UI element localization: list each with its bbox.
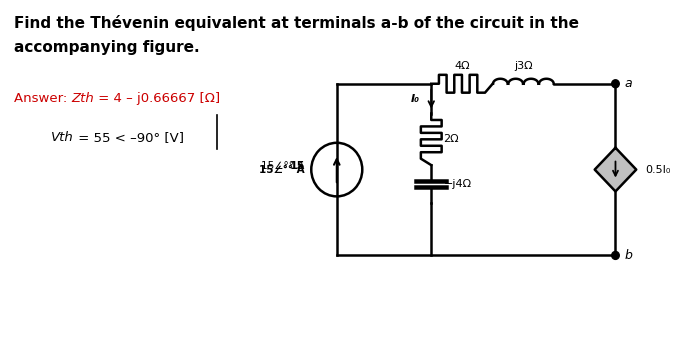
Text: 15: 15: [290, 161, 305, 171]
Text: a: a: [625, 77, 633, 90]
Text: I₀: I₀: [411, 94, 420, 104]
Text: = 55 < –90° [V]: = 55 < –90° [V]: [74, 131, 184, 144]
Text: 15∠°° A: 15∠°° A: [261, 161, 305, 171]
Text: −j4Ω: −j4Ω: [443, 179, 472, 189]
Text: j3Ω: j3Ω: [514, 61, 532, 71]
Polygon shape: [594, 148, 636, 191]
Text: Vth: Vth: [51, 131, 73, 144]
Text: Answer:: Answer:: [14, 92, 71, 105]
Text: = 4 – j0.66667 [Ω]: = 4 – j0.66667 [Ω]: [95, 92, 221, 105]
Circle shape: [612, 80, 619, 88]
Circle shape: [612, 252, 619, 260]
Text: 2Ω: 2Ω: [443, 134, 459, 144]
Text: b: b: [625, 249, 633, 262]
Text: Zth: Zth: [71, 92, 93, 105]
Text: 15∠°° A: 15∠°° A: [259, 165, 305, 175]
Text: accompanying figure.: accompanying figure.: [14, 40, 199, 55]
Text: Find the Thévenin equivalent at terminals a-b of the circuit in the: Find the Thévenin equivalent at terminal…: [14, 15, 578, 31]
Text: 0.5I₀: 0.5I₀: [646, 165, 671, 175]
Text: 4Ω: 4Ω: [454, 61, 470, 71]
